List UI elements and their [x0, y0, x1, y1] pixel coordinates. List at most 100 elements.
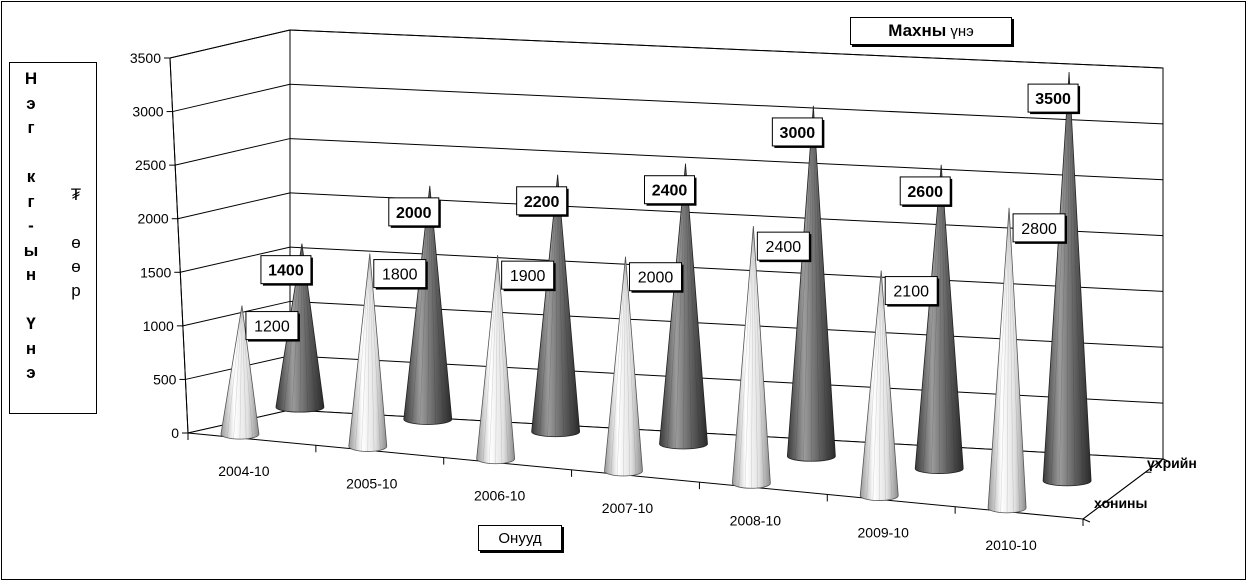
data-label: 2000	[629, 262, 684, 293]
cone-facet	[941, 164, 948, 474]
y-axis-title-letter: г	[27, 191, 35, 211]
cone-facet	[683, 163, 686, 450]
data-label-box	[1012, 213, 1066, 243]
cone-body	[659, 163, 708, 450]
y-axis-title-letter: н	[25, 338, 37, 358]
cone-facet	[617, 256, 626, 476]
y-axis: 0 500 1000 1500 2000 2500 3000 3500	[130, 50, 189, 441]
data-label: 1400	[260, 255, 313, 286]
cone-facet	[497, 255, 503, 464]
cone-facet	[751, 226, 754, 489]
y-axis-title-letter: Н	[24, 69, 38, 88]
chart-title-bold: Махны	[888, 21, 947, 40]
cone-facet	[625, 256, 637, 475]
cone-facet	[753, 226, 758, 489]
cone-mark-khonины	[348, 253, 388, 452]
cone-mark-ukhriin	[531, 174, 581, 438]
cone-facet	[813, 105, 820, 462]
data-labels: 1400 2000 2200 2400 3000 2600 3500 1200 1800 1900…	[245, 83, 1081, 342]
cone-facet	[1066, 72, 1070, 486]
cone-facet	[1008, 207, 1014, 513]
cone-facet	[482, 255, 498, 463]
x-axis-title: Онууд	[478, 525, 562, 551]
data-label: 2100	[884, 276, 940, 307]
depth-axis-line	[1082, 458, 1164, 520]
cone-facet	[744, 226, 754, 489]
cone-facet	[813, 105, 828, 461]
cone-facet	[495, 255, 498, 464]
data-label-box	[245, 311, 299, 341]
data-label-text: 2400	[766, 239, 802, 256]
y-axis-title-letter: к	[26, 167, 36, 186]
cone-facet	[685, 163, 700, 448]
y-axis-title-letter: н	[25, 265, 37, 284]
gridline	[289, 138, 1164, 181]
data-label-text: 2600	[907, 184, 943, 201]
cone-mark-khonины	[731, 226, 771, 489]
y-axis-line	[169, 57, 189, 434]
y-axis-unit-letter: ө	[71, 233, 81, 252]
data-label-text: 3500	[1035, 91, 1071, 108]
depth-tick-mark	[1162, 458, 1171, 463]
cone-facet	[354, 253, 370, 451]
y-axis-title-letter: э	[26, 363, 36, 382]
data-label-text: 3000	[780, 125, 816, 142]
data-label: 3000	[771, 117, 825, 148]
y-axis-title-letter: э	[26, 93, 36, 113]
cone-facet	[685, 163, 692, 449]
gridline-side	[180, 246, 291, 273]
chart-title-rest: үнэ	[950, 22, 974, 40]
cone-facet	[994, 207, 1010, 512]
data-label-text: 1900	[510, 268, 546, 285]
data-label: 1900	[501, 260, 556, 292]
data-label: 2600	[899, 176, 953, 207]
cone-facet	[555, 174, 558, 437]
cone-body	[220, 305, 260, 440]
data-label-text: 2800	[1021, 221, 1057, 238]
y-axis-title-letter: ы	[23, 240, 39, 260]
y-axis-unit-letter: ₮	[70, 185, 82, 204]
y-axis-title-letter: -	[28, 216, 34, 235]
cone-facet	[738, 226, 754, 488]
x-tick-label: 2010-10	[985, 537, 1037, 553]
data-label-box	[899, 176, 951, 206]
cone-body	[987, 207, 1027, 514]
cone-facet	[1000, 207, 1010, 513]
data-label-box	[884, 276, 938, 306]
cone-mark-ukhriin	[1042, 72, 1092, 487]
cone-body	[859, 270, 899, 501]
y-tick-label: 3500	[130, 50, 161, 66]
cone-facet	[866, 270, 882, 500]
data-label-box	[388, 197, 440, 227]
cone-facet	[811, 105, 814, 462]
data-label-box	[516, 186, 568, 216]
gridline-side	[177, 192, 291, 220]
data-label: 2000	[388, 197, 441, 228]
data-label-text: 1400	[268, 263, 304, 280]
cone-facet	[547, 174, 558, 437]
gridline-side	[175, 138, 291, 166]
data-label-text: 1800	[382, 267, 418, 284]
cone-facet	[881, 270, 886, 501]
cone-facet	[497, 255, 509, 463]
cone-facet	[361, 253, 370, 452]
cone-facet	[941, 164, 956, 473]
cone-facet	[369, 253, 381, 451]
x-tick-label: 2009-10	[858, 525, 910, 541]
data-label: 2400	[644, 175, 697, 206]
cone-body	[403, 185, 453, 425]
y-tick-label: 2500	[135, 157, 166, 173]
y-axis-unit-letter: р	[71, 281, 81, 300]
gridline	[289, 83, 1164, 125]
cone-facet	[803, 105, 814, 462]
x-tick-label: 2007-10	[602, 500, 654, 516]
cone-facet	[675, 163, 686, 449]
x-tick-label: 2005-10	[346, 475, 398, 491]
cone-body	[914, 164, 964, 474]
data-label: 3500	[1027, 83, 1081, 115]
cone-facet	[931, 164, 942, 474]
